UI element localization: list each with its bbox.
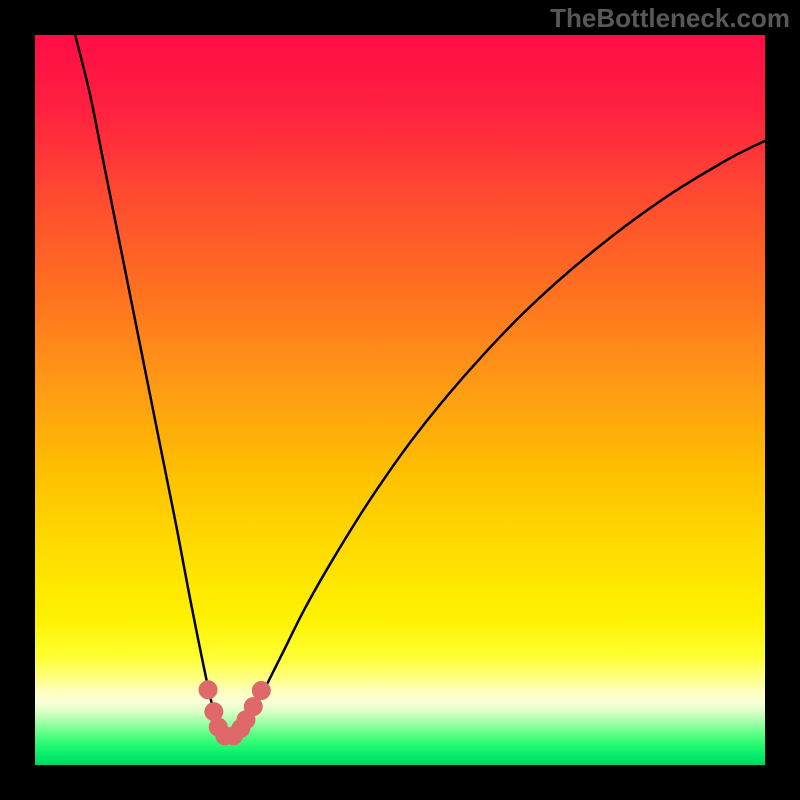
curve-marker [199, 680, 218, 699]
curve-marker [252, 681, 271, 700]
curve-left-branch [75, 35, 228, 737]
curve-overlay [0, 0, 800, 800]
chart-container: TheBottleneck.com [0, 0, 800, 800]
curve-right-branch [228, 141, 765, 737]
watermark-text: TheBottleneck.com [550, 3, 790, 34]
curve-marker [244, 697, 263, 716]
